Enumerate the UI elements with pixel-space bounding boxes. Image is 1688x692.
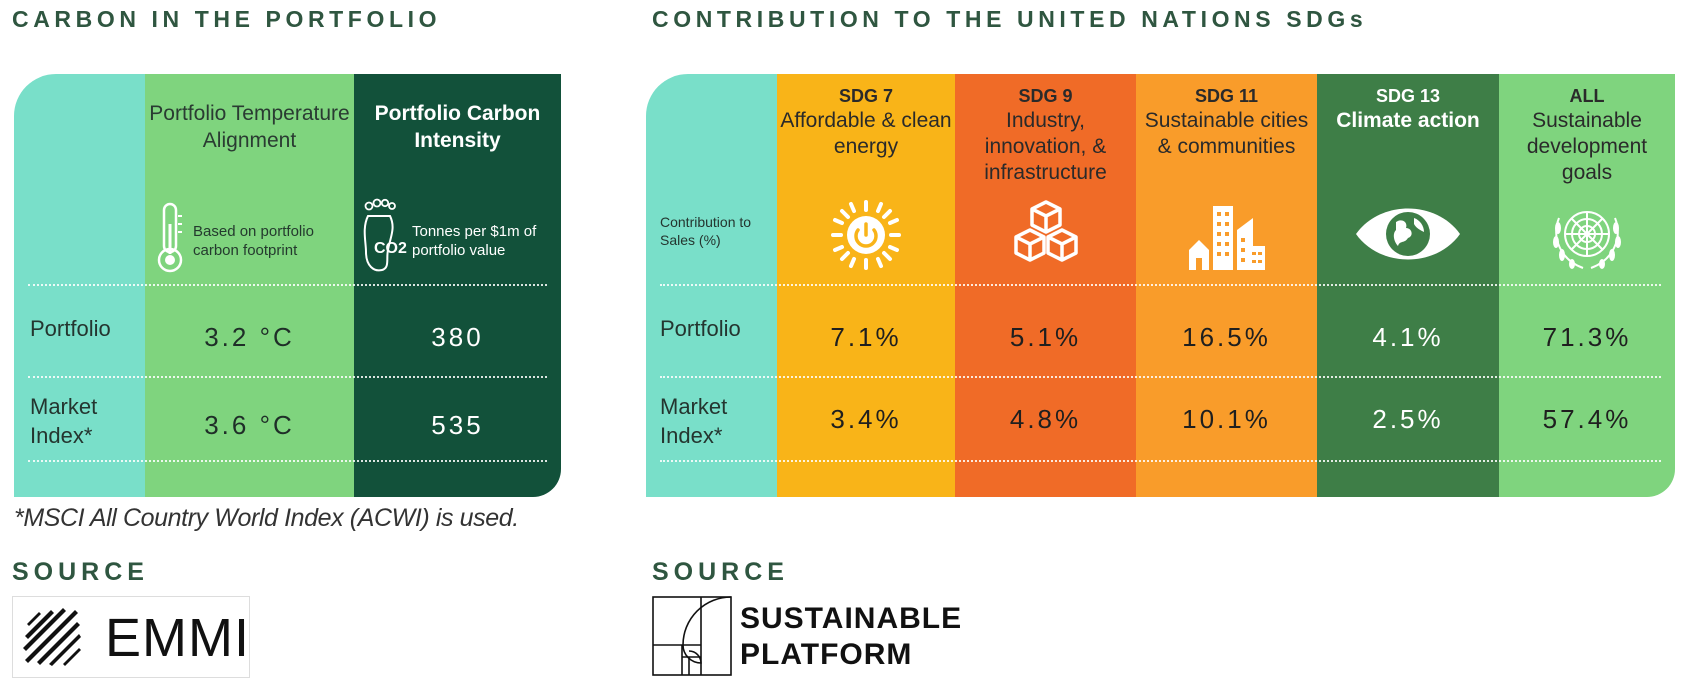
row-label-portfolio: Portfolio	[660, 316, 741, 341]
market-intensity-value: 535	[431, 410, 484, 440]
city-icon	[1187, 200, 1267, 277]
carbon-table: Portfolio Temperature Alignment Based on…	[14, 74, 561, 497]
carbon-source-title: SOURCE	[12, 558, 149, 586]
sdg7-portfolio-value: 7.1%	[830, 322, 902, 352]
intensity-column-title: Portfolio Carbon Intensity	[374, 102, 541, 152]
row-label-portfolio: Portfolio	[30, 316, 111, 341]
sdg-source-title: SOURCE	[652, 558, 789, 586]
thermometer-icon	[155, 202, 185, 279]
sdg11-market-value: 10.1%	[1182, 404, 1271, 434]
sdg-name: Sustainable development goals	[1526, 109, 1648, 184]
market-temperature-value: 3.6 °C	[204, 410, 295, 440]
footprint-co2-icon: CO2	[360, 198, 407, 274]
sdg-code: SDG 9	[1018, 86, 1073, 106]
temperature-note: Based on portfolio carbon footprint	[193, 223, 314, 259]
intensity-note: Tonnes per $1m of portfolio value	[412, 223, 537, 259]
sdg-table: Contribution to Sales (%) SDG 7 Affordab…	[646, 74, 1675, 497]
divider	[28, 376, 547, 378]
divider	[660, 284, 1661, 286]
sdg13-portfolio-value: 4.1%	[1372, 322, 1444, 352]
cubes-icon	[1008, 198, 1084, 277]
sdg-name: Climate action	[1336, 109, 1480, 132]
divider	[660, 460, 1661, 462]
sdg-code: ALL	[1569, 86, 1605, 106]
row-label-market-index: Market Index*	[30, 394, 98, 448]
emmi-logo-icon	[23, 608, 81, 666]
portfolio-intensity-value: 380	[431, 322, 484, 352]
sdg11-portfolio-value: 16.5%	[1182, 322, 1271, 352]
footnote: *MSCI All Country World Index (ACWI) is …	[14, 504, 519, 532]
logo-text-line1: SUSTAINABLE	[740, 602, 963, 635]
logo-text-line2: PLATFORM	[740, 638, 913, 671]
emmi-logo-text: EMMI	[105, 608, 250, 668]
sdg-code: SDG 7	[838, 86, 894, 106]
sdg-section-title: CONTRIBUTION TO THE UNITED NATIONS SDGs	[652, 6, 1368, 32]
un-emblem-icon	[1549, 198, 1625, 279]
divider	[28, 284, 547, 286]
portfolio-temperature-value: 3.2 °C	[204, 322, 295, 352]
row-label-market-index: Market Index*	[660, 394, 728, 448]
all-portfolio-value: 71.3%	[1542, 322, 1632, 352]
sdg7-market-value: 3.4%	[830, 404, 902, 434]
co2-label: CO2	[374, 240, 407, 257]
divider	[660, 376, 1661, 378]
eye-globe-icon	[1354, 206, 1462, 267]
sun-power-icon	[829, 198, 903, 277]
contribution-label: Contribution to Sales (%)	[660, 214, 752, 248]
sdg9-portfolio-value: 5.1%	[1009, 322, 1082, 352]
sustainable-platform-logo: SUSTAINABLE PLATFORM	[652, 596, 972, 678]
sdg-name: Industry, innovation, & infrastructure	[984, 109, 1107, 184]
sdg13-market-value: 2.5%	[1372, 404, 1444, 434]
sdg-name: Affordable & clean energy	[780, 109, 952, 158]
divider	[28, 460, 547, 462]
sdg-column-11: SDG 11 Sustainable cities & communities	[1136, 74, 1317, 497]
sdg-code: SDG 13	[1375, 86, 1441, 106]
carbon-section-title: CARBON IN THE PORTFOLIO	[12, 6, 442, 32]
temperature-column-title: Portfolio Temperature Alignment	[149, 102, 350, 152]
golden-spiral-icon	[652, 596, 732, 676]
emmi-logo: EMMI	[12, 596, 250, 678]
sdg-code: SDG 11	[1194, 86, 1259, 106]
sdg9-market-value: 4.8%	[1009, 404, 1082, 434]
all-market-value: 57.4%	[1542, 404, 1632, 434]
sdg-name: Sustainable cities & communities	[1144, 109, 1309, 158]
